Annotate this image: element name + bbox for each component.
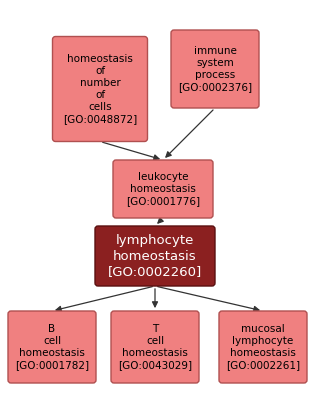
Text: B
cell
homeostasis
[GO:0001782]: B cell homeostasis [GO:0001782] — [15, 324, 89, 370]
FancyBboxPatch shape — [113, 160, 213, 218]
FancyBboxPatch shape — [171, 30, 259, 108]
Text: mucosal
lymphocyte
homeostasis
[GO:0002261]: mucosal lymphocyte homeostasis [GO:00022… — [226, 324, 300, 370]
FancyBboxPatch shape — [52, 36, 148, 142]
FancyBboxPatch shape — [8, 311, 96, 383]
Text: T
cell
homeostasis
[GO:0043029]: T cell homeostasis [GO:0043029] — [118, 324, 192, 370]
Text: leukocyte
homeostasis
[GO:0001776]: leukocyte homeostasis [GO:0001776] — [126, 172, 200, 206]
FancyBboxPatch shape — [111, 311, 199, 383]
Text: lymphocyte
homeostasis
[GO:0002260]: lymphocyte homeostasis [GO:0002260] — [108, 234, 202, 278]
FancyBboxPatch shape — [219, 311, 307, 383]
Text: immune
system
process
[GO:0002376]: immune system process [GO:0002376] — [178, 46, 252, 92]
Text: homeostasis
of
number
of
cells
[GO:0048872]: homeostasis of number of cells [GO:00488… — [63, 54, 137, 124]
FancyBboxPatch shape — [95, 226, 215, 286]
